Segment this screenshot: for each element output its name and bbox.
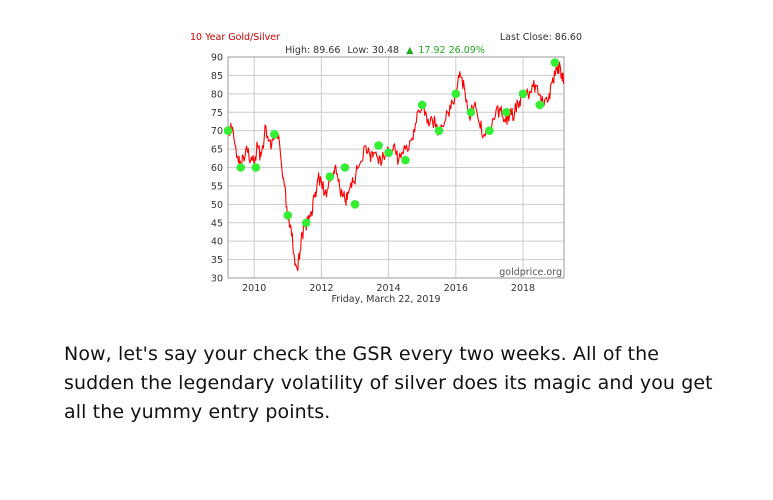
y-tick-label: 65 bbox=[211, 145, 223, 156]
entry-point-marker bbox=[451, 89, 461, 99]
gold-silver-ratio-chart: 10 Year Gold/Silver Last Close: 86.60 Hi… bbox=[180, 25, 600, 310]
y-tick-label: 60 bbox=[211, 163, 223, 174]
y-tick-label: 75 bbox=[211, 108, 223, 119]
entry-point-marker bbox=[485, 126, 494, 135]
y-tick-label: 55 bbox=[211, 181, 223, 192]
entry-point-marker bbox=[401, 155, 410, 165]
entry-point-marker bbox=[374, 141, 383, 150]
entry-point-marker bbox=[550, 58, 560, 67]
entry-point-marker bbox=[535, 100, 545, 110]
caption-text: Now, let's say your check the GSR every … bbox=[64, 343, 713, 423]
watermark: goldprice.org bbox=[499, 267, 562, 278]
y-axis-ticks: 30 35 40 45 50 55 60 65 70 75 80 85 90 bbox=[211, 53, 223, 285]
date-label: Friday, March 22, 2019 bbox=[331, 294, 440, 305]
entry-point-marker bbox=[384, 148, 393, 158]
y-tick-label: 85 bbox=[211, 71, 223, 82]
entry-point-marker bbox=[270, 130, 279, 139]
last-close-label: Last Close: 86.60 bbox=[500, 32, 582, 43]
entry-points bbox=[223, 58, 560, 228]
entry-point-marker bbox=[340, 163, 350, 172]
y-tick-label: 40 bbox=[211, 237, 223, 248]
plot-frame bbox=[227, 56, 565, 279]
stats-line: High: 89.66 Low: 30.48 ▲ 17.92 26.09% bbox=[285, 45, 485, 56]
change-arrow: ▲ bbox=[406, 45, 414, 56]
x-tick-label: 2016 bbox=[444, 283, 468, 294]
entry-point-marker bbox=[417, 100, 427, 110]
entry-point-marker bbox=[325, 172, 335, 182]
chart-title: 10 Year Gold/Silver bbox=[190, 32, 280, 43]
stats-low: Low: 30.48 bbox=[347, 45, 399, 56]
chart-svg: 10 Year Gold/Silver Last Close: 86.60 Hi… bbox=[190, 32, 582, 305]
x-tick-label: 2010 bbox=[242, 283, 266, 294]
entry-point-marker bbox=[350, 200, 360, 209]
entry-point-marker bbox=[236, 163, 246, 172]
entry-point-marker bbox=[251, 163, 261, 172]
y-tick-label: 70 bbox=[211, 126, 223, 137]
stats-high: High: 89.66 bbox=[285, 45, 340, 56]
y-tick-label: 45 bbox=[211, 218, 223, 229]
ratio-series-line bbox=[227, 61, 565, 272]
x-axis-ticks: 2010 2012 2014 2016 2018 bbox=[242, 283, 535, 294]
x-tick-label: 2012 bbox=[309, 283, 333, 294]
x-tick-label: 2018 bbox=[511, 283, 535, 294]
entry-point-marker bbox=[223, 126, 233, 135]
y-tick-label: 35 bbox=[211, 255, 223, 266]
entry-point-marker bbox=[466, 107, 476, 117]
x-tick-label: 2014 bbox=[377, 283, 401, 294]
y-tick-label: 50 bbox=[211, 200, 223, 211]
stats-change: 17.92 26.09% bbox=[418, 45, 484, 56]
entry-point-marker bbox=[301, 218, 311, 228]
y-tick-label: 30 bbox=[211, 274, 223, 285]
entry-point-marker bbox=[518, 89, 528, 99]
entry-point-marker bbox=[283, 211, 293, 220]
entry-point-marker bbox=[501, 107, 511, 117]
y-tick-label: 80 bbox=[211, 89, 223, 100]
entry-point-marker bbox=[434, 126, 444, 135]
y-tick-label: 90 bbox=[211, 53, 223, 64]
chart-grid bbox=[228, 56, 564, 279]
